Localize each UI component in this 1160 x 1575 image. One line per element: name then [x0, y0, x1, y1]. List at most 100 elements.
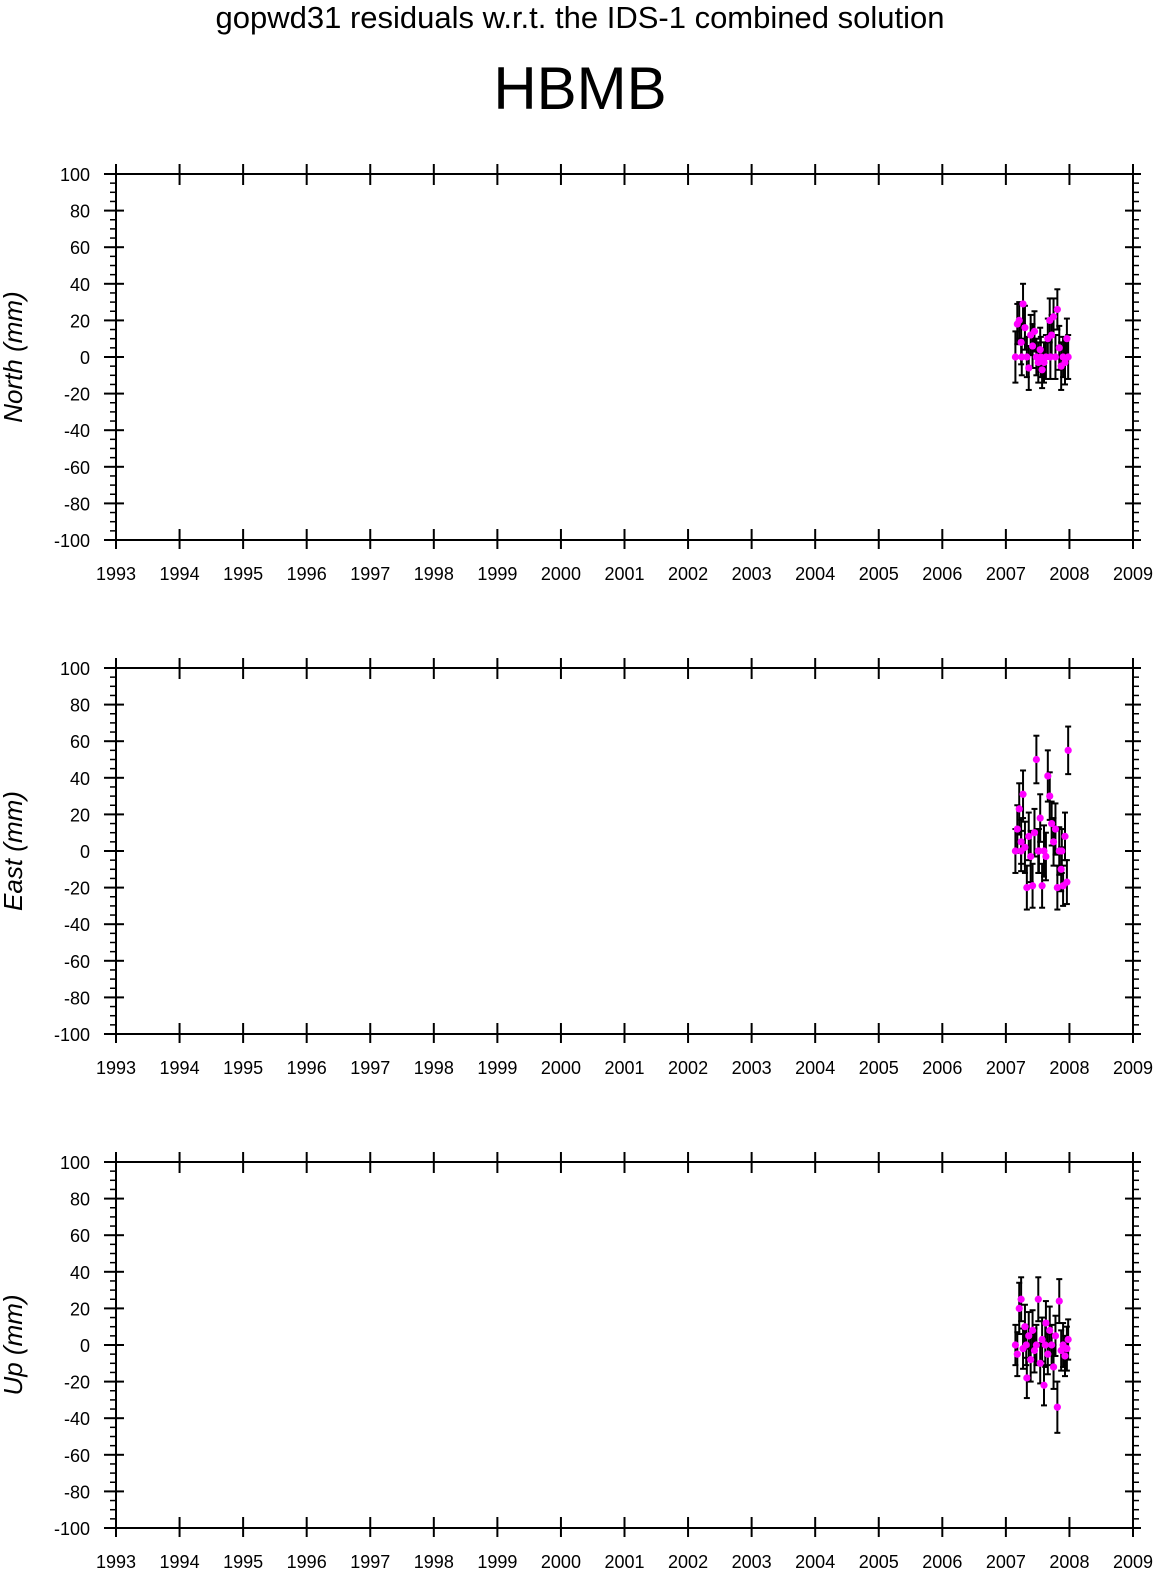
data-point: [1025, 364, 1033, 372]
station-title: HBMB: [493, 55, 667, 122]
y-tick-label: 0: [80, 348, 90, 368]
y-tick-label: -40: [64, 1409, 90, 1429]
x-tick-label: 2004: [795, 1058, 835, 1078]
data-point: [1017, 338, 1025, 346]
data-point: [1038, 366, 1046, 374]
data-point: [1030, 829, 1039, 837]
data-point: [1034, 358, 1042, 367]
y-tick-label: 100: [60, 1153, 90, 1173]
x-tick-label: 1999: [477, 564, 517, 584]
x-tick-label: 2002: [668, 1058, 708, 1078]
data-point: [1063, 335, 1071, 343]
y-tick-label: 80: [70, 1190, 90, 1210]
data-point: [1042, 1319, 1050, 1327]
y-tick-label: 20: [70, 311, 90, 331]
data-point: [1030, 1346, 1039, 1355]
y-tick-label: 40: [70, 275, 90, 295]
x-tick-label: 2003: [732, 564, 772, 584]
y-tick-label: -60: [64, 952, 90, 972]
data-point: [1025, 832, 1033, 840]
data-point: [1035, 847, 1043, 855]
data-point: [1018, 353, 1026, 361]
x-tick-label: 1996: [287, 1552, 327, 1572]
x-tick-label: 2009: [1113, 1058, 1153, 1078]
data-point: [1053, 305, 1061, 314]
data-point: [1028, 882, 1037, 890]
data-point: [1011, 353, 1020, 361]
data-point: [1063, 878, 1071, 886]
x-tick-label: 2004: [795, 564, 835, 584]
x-tick-label: 1994: [160, 1058, 200, 1078]
y-tick-label: -60: [64, 1446, 90, 1466]
x-tick-label: 2004: [795, 1552, 835, 1572]
data-point: [1063, 1345, 1071, 1353]
x-tick-label: 2005: [859, 1058, 899, 1078]
data-point: [1040, 1381, 1048, 1389]
x-tick-label: 1998: [414, 564, 454, 584]
data-point: [1046, 1326, 1054, 1334]
x-tick-label: 1997: [350, 564, 390, 584]
x-tick-label: 2000: [541, 1058, 581, 1078]
data-point: [1011, 847, 1020, 855]
data-point: [1027, 852, 1035, 861]
data-point: [1048, 819, 1056, 828]
chart-subtitle: gopwd31 residuals w.r.t. the IDS-1 combi…: [215, 0, 945, 35]
data-point: [1032, 755, 1040, 764]
x-tick-label: 2002: [668, 1552, 708, 1572]
y-tick-label: -100: [54, 1025, 90, 1045]
y-tick-label: 100: [60, 659, 90, 679]
y-axis-label: Up (mm): [0, 1294, 28, 1395]
x-tick-label: 2000: [541, 564, 581, 584]
data-point: [1036, 1359, 1044, 1367]
x-tick-label: 2001: [604, 564, 644, 584]
x-tick-label: 2006: [922, 1058, 962, 1078]
data-point: [1046, 353, 1054, 361]
x-tick-label: 2007: [986, 1552, 1026, 1572]
x-tick-label: 2001: [604, 1058, 644, 1078]
x-tick-label: 1993: [96, 564, 136, 584]
data-point: [1013, 1350, 1021, 1358]
x-tick-label: 2002: [668, 564, 708, 584]
x-tick-label: 1993: [96, 1552, 136, 1572]
data-point: [1057, 865, 1065, 873]
data-point: [1061, 832, 1069, 840]
data-point: [1061, 358, 1069, 367]
data-point: [1027, 1356, 1035, 1364]
x-tick-label: 2003: [732, 1552, 772, 1572]
data-point: [1011, 1341, 1020, 1349]
x-tick-label: 2000: [541, 1552, 581, 1572]
plot-frame: [115, 173, 1134, 541]
y-tick-label: 20: [70, 1299, 90, 1319]
data-point: [1028, 1326, 1037, 1334]
data-point: [1040, 847, 1048, 855]
x-tick-label: 1999: [477, 1058, 517, 1078]
data-point: [1058, 847, 1066, 855]
data-point: [1064, 353, 1072, 361]
y-tick-label: 80: [70, 696, 90, 716]
data-point: [1023, 353, 1031, 361]
panel-2: 1993 1994 1995 1996 1997 1998 1999 2000 2001 2002…: [0, 658, 1153, 1078]
x-tick-label: 1995: [223, 564, 263, 584]
data-point: [1042, 852, 1050, 861]
data-point: [1015, 316, 1023, 324]
y-tick-label: 40: [70, 769, 90, 789]
y-tick-label: -60: [64, 458, 90, 478]
data-point: [1044, 772, 1052, 780]
data-point: [1049, 313, 1058, 321]
x-tick-label: 2008: [1049, 564, 1089, 584]
data-point: [1061, 1352, 1069, 1360]
data-point: [1022, 1341, 1030, 1349]
data-point: [1049, 1363, 1058, 1371]
data-point: [1019, 300, 1027, 308]
x-tick-label: 1993: [96, 1058, 136, 1078]
data-point: [1021, 1323, 1029, 1331]
x-tick-label: 1996: [287, 564, 327, 584]
y-tick-label: -20: [64, 385, 90, 405]
data-point: [1048, 331, 1056, 339]
y-tick-label: 40: [70, 1263, 90, 1283]
data-point: [1055, 344, 1063, 352]
x-tick-label: 2009: [1113, 1552, 1153, 1572]
y-axis-label: East (mm): [0, 791, 28, 911]
x-tick-label: 2006: [922, 1552, 962, 1572]
